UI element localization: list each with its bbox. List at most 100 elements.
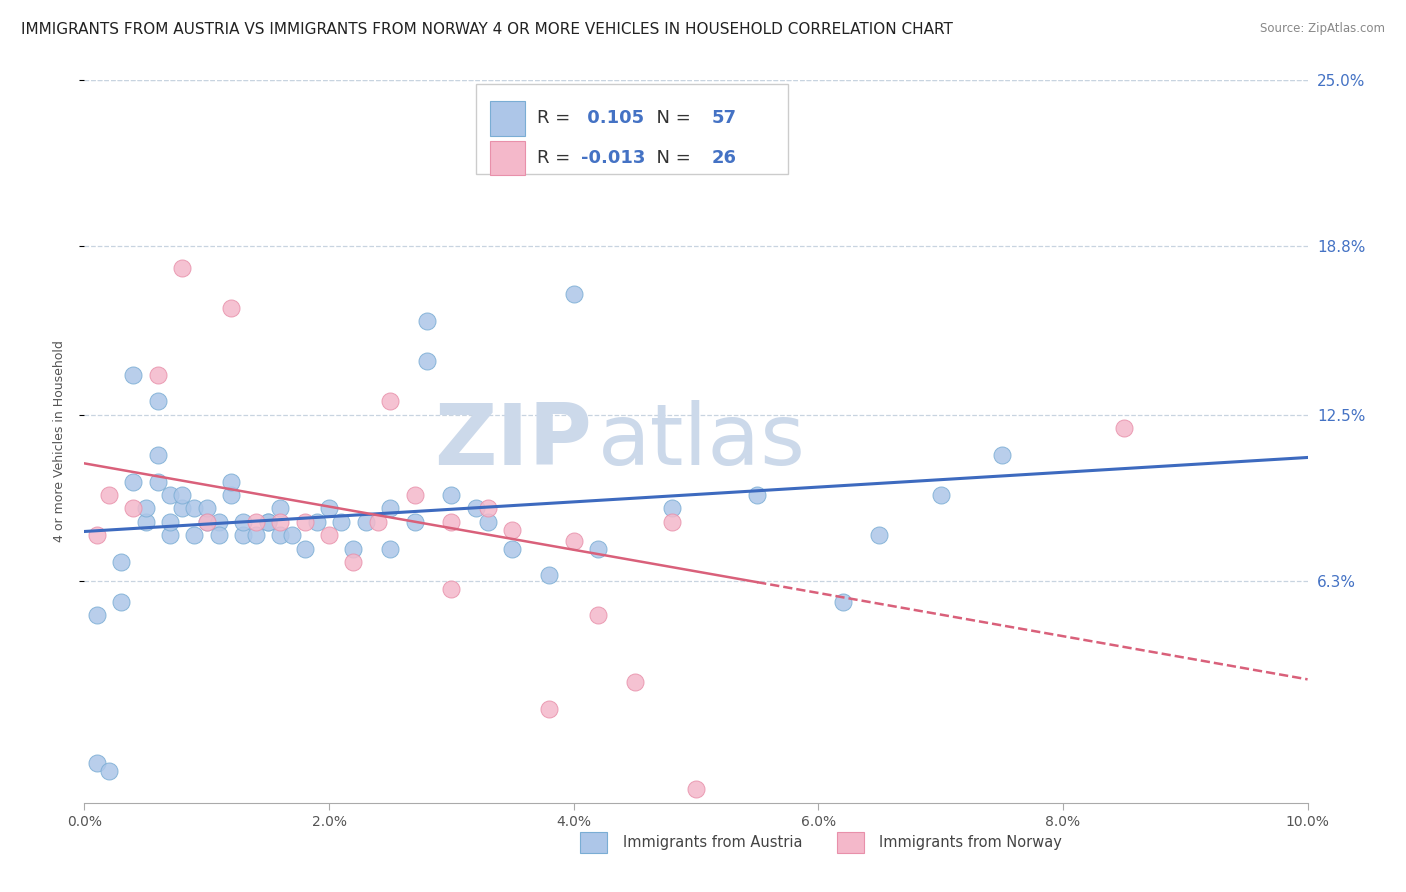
- Point: [502, 541, 524, 556]
- Point: [294, 541, 316, 556]
- Y-axis label: 4 or more Vehicles in Household: 4 or more Vehicles in Household: [53, 341, 66, 542]
- Text: Immigrants from Norway: Immigrants from Norway: [880, 835, 1063, 850]
- Point: [257, 515, 280, 529]
- FancyBboxPatch shape: [579, 831, 606, 854]
- FancyBboxPatch shape: [491, 101, 524, 136]
- Point: [146, 475, 169, 489]
- Point: [354, 515, 377, 529]
- Point: [183, 528, 205, 542]
- Point: [685, 782, 707, 797]
- Text: R =: R =: [537, 149, 576, 167]
- Point: [232, 528, 254, 542]
- Point: [440, 582, 463, 596]
- Point: [122, 368, 145, 382]
- Point: [219, 301, 242, 315]
- Point: [318, 528, 340, 542]
- Point: [416, 314, 439, 328]
- Text: N =: N =: [644, 149, 696, 167]
- Point: [135, 515, 157, 529]
- Point: [245, 528, 267, 542]
- Text: 57: 57: [711, 109, 737, 128]
- Point: [538, 568, 561, 582]
- Point: [269, 515, 291, 529]
- Point: [440, 515, 463, 529]
- Point: [330, 515, 353, 529]
- Point: [97, 764, 120, 778]
- Point: [562, 287, 585, 301]
- Point: [1114, 421, 1136, 435]
- Text: -0.013: -0.013: [581, 149, 645, 167]
- Point: [929, 488, 952, 502]
- Point: [86, 608, 108, 623]
- Point: [159, 515, 181, 529]
- Point: [195, 515, 218, 529]
- Point: [110, 595, 132, 609]
- Text: N =: N =: [644, 109, 696, 128]
- Point: [661, 501, 683, 516]
- Point: [624, 675, 647, 690]
- Text: 0.105: 0.105: [581, 109, 644, 128]
- Point: [562, 533, 585, 548]
- Point: [342, 541, 364, 556]
- Point: [208, 528, 231, 542]
- Point: [232, 515, 254, 529]
- Text: atlas: atlas: [598, 400, 806, 483]
- Text: IMMIGRANTS FROM AUSTRIA VS IMMIGRANTS FROM NORWAY 4 OR MORE VEHICLES IN HOUSEHOL: IMMIGRANTS FROM AUSTRIA VS IMMIGRANTS FR…: [21, 22, 953, 37]
- Point: [183, 501, 205, 516]
- Point: [269, 501, 291, 516]
- FancyBboxPatch shape: [837, 831, 863, 854]
- Point: [195, 515, 218, 529]
- Point: [86, 756, 108, 770]
- Point: [172, 260, 194, 275]
- Point: [367, 515, 389, 529]
- Point: [281, 528, 304, 542]
- Point: [464, 501, 486, 516]
- Point: [269, 528, 291, 542]
- Point: [208, 515, 231, 529]
- Point: [477, 501, 499, 516]
- Point: [172, 501, 194, 516]
- Point: [404, 488, 426, 502]
- Text: ZIP: ZIP: [434, 400, 592, 483]
- Point: [318, 501, 340, 516]
- Point: [991, 448, 1014, 462]
- Point: [172, 488, 194, 502]
- Point: [122, 475, 145, 489]
- Point: [440, 488, 463, 502]
- Point: [416, 354, 439, 368]
- Point: [245, 515, 267, 529]
- Point: [122, 501, 145, 516]
- Point: [257, 515, 280, 529]
- Text: R =: R =: [537, 109, 576, 128]
- Point: [538, 702, 561, 716]
- Point: [661, 515, 683, 529]
- Point: [380, 394, 402, 409]
- FancyBboxPatch shape: [491, 141, 524, 176]
- Point: [146, 448, 169, 462]
- Point: [869, 528, 891, 542]
- Point: [294, 515, 316, 529]
- Point: [219, 475, 242, 489]
- Point: [110, 555, 132, 569]
- Point: [159, 528, 181, 542]
- Point: [146, 394, 169, 409]
- Text: Source: ZipAtlas.com: Source: ZipAtlas.com: [1260, 22, 1385, 36]
- Point: [342, 555, 364, 569]
- Text: Immigrants from Austria: Immigrants from Austria: [623, 835, 801, 850]
- Point: [219, 488, 242, 502]
- Point: [404, 515, 426, 529]
- Point: [97, 488, 120, 502]
- Point: [380, 501, 402, 516]
- Point: [586, 541, 609, 556]
- Point: [195, 501, 218, 516]
- Point: [380, 541, 402, 556]
- Point: [747, 488, 769, 502]
- Point: [86, 528, 108, 542]
- Point: [502, 523, 524, 537]
- Point: [146, 368, 169, 382]
- Point: [135, 501, 157, 516]
- Text: 26: 26: [711, 149, 737, 167]
- Point: [159, 488, 181, 502]
- Point: [831, 595, 853, 609]
- Point: [305, 515, 328, 529]
